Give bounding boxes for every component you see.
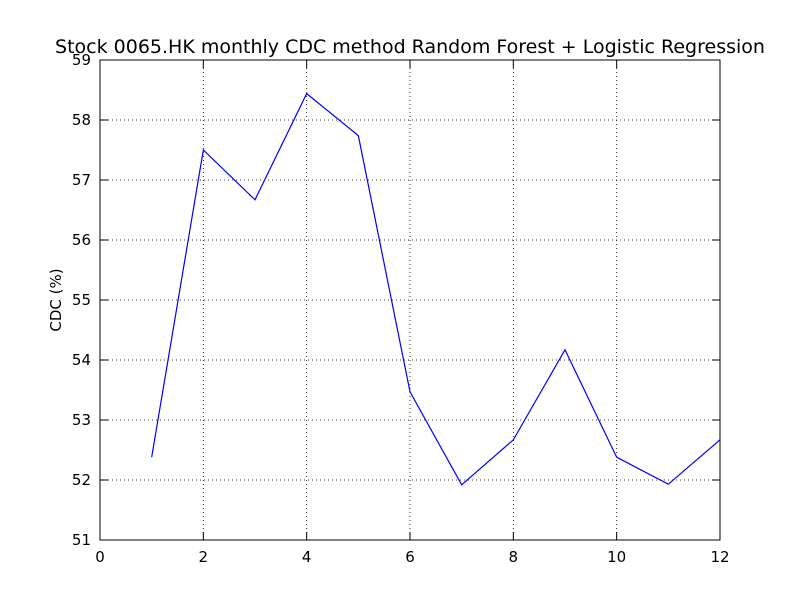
y-tick-label: 58 xyxy=(72,111,91,129)
y-tick-label: 51 xyxy=(72,531,91,549)
x-tick-labels: 0 2 4 6 8 10 12 xyxy=(95,548,729,566)
y-tick-label: 56 xyxy=(72,231,91,249)
y-tick-label: 55 xyxy=(72,291,91,309)
series-group xyxy=(151,92,721,486)
y-tick-label: 57 xyxy=(72,171,91,189)
x-tick-label: 10 xyxy=(607,548,626,566)
x-tick-label: 2 xyxy=(199,548,209,566)
y-tick-labels: 51 52 53 54 55 56 57 58 59 xyxy=(72,51,91,549)
y-tick-label: 59 xyxy=(72,51,91,69)
y-tick-label: 52 xyxy=(72,471,91,489)
x-tick-label: 12 xyxy=(710,548,729,566)
x-tick-label: 4 xyxy=(302,548,312,566)
tick-marks xyxy=(99,59,721,541)
chart-title: Stock 0065.HK monthly CDC method Random … xyxy=(55,36,765,58)
y-axis-label: CDC (%) xyxy=(47,268,65,331)
x-tick-label: 8 xyxy=(509,548,519,566)
series-line xyxy=(151,92,721,486)
grid-lines xyxy=(99,59,721,541)
y-tick-label: 54 xyxy=(72,351,91,369)
y-tick-label: 53 xyxy=(72,411,91,429)
x-tick-label: 0 xyxy=(95,548,105,566)
x-tick-label: 6 xyxy=(405,548,415,566)
